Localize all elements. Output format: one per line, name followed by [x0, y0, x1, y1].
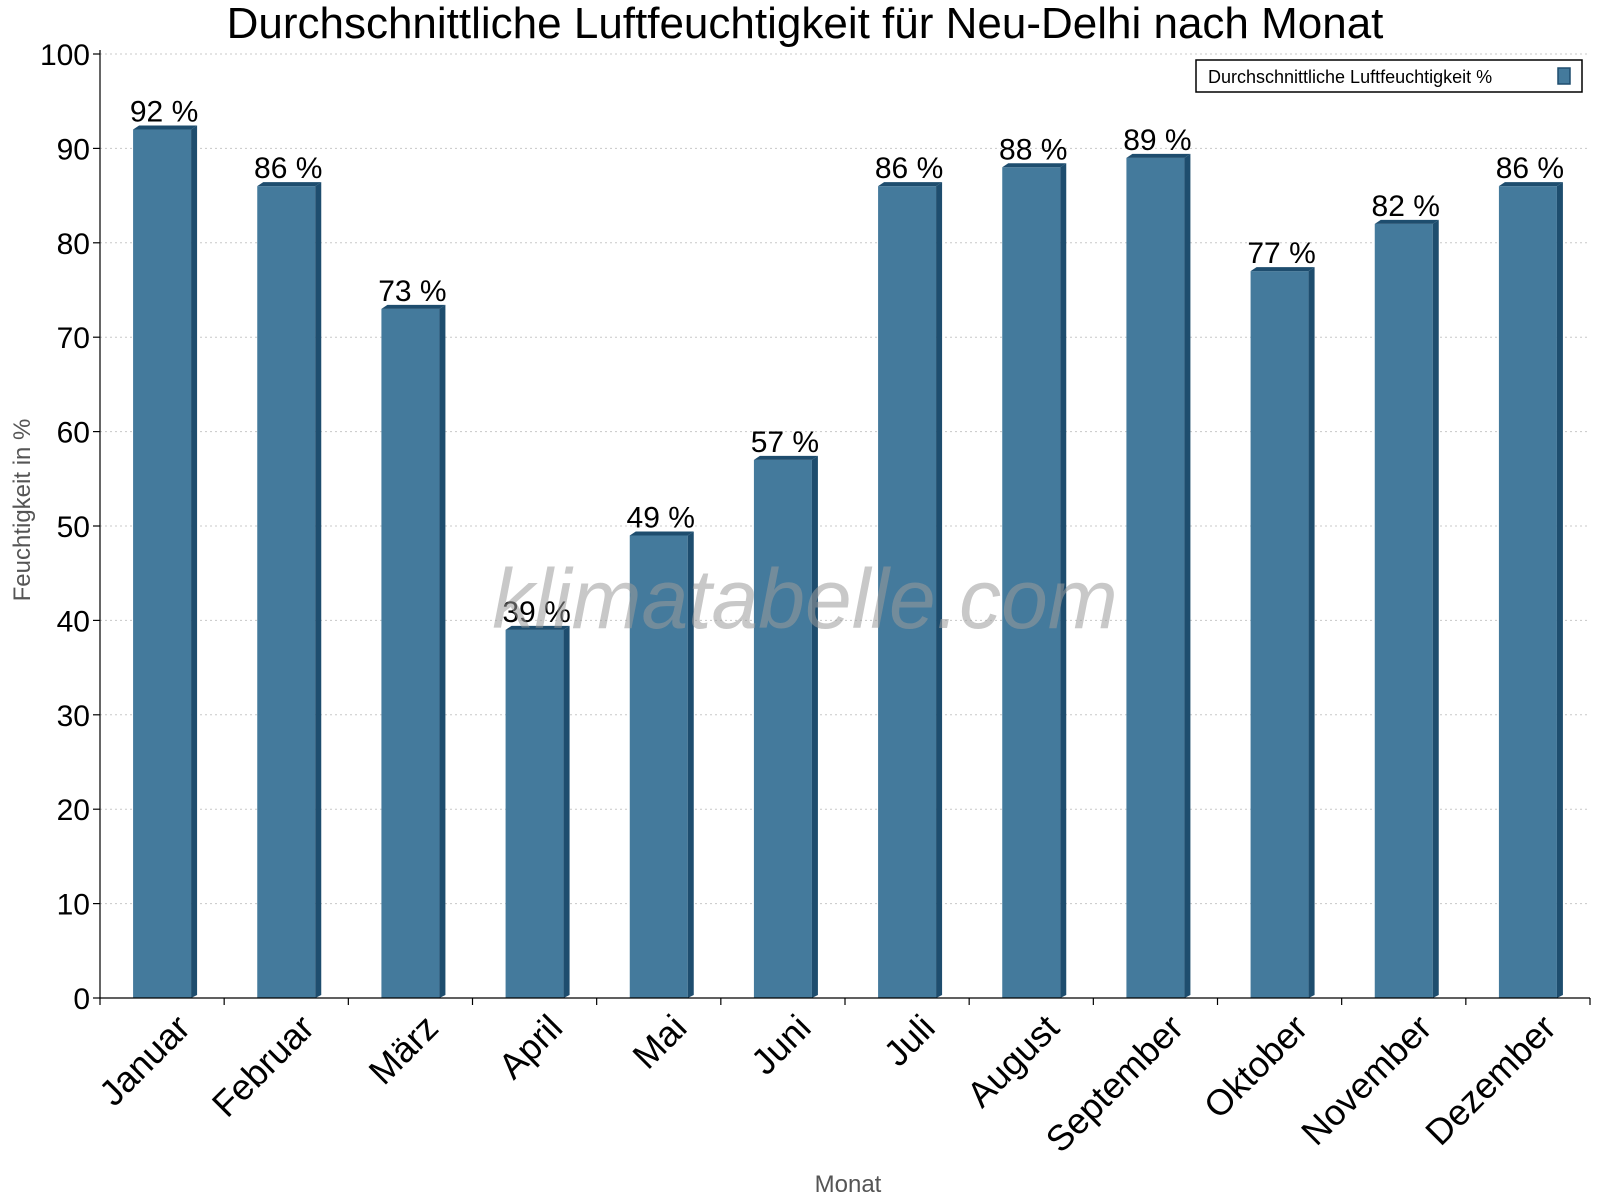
- data-label-märz: 73 %: [378, 275, 446, 308]
- bar-side: [1432, 219, 1439, 999]
- y-tick-label: 70: [57, 322, 90, 355]
- y-tick-label: 40: [57, 605, 90, 638]
- bar-face: [753, 459, 812, 998]
- y-tick-label: 20: [57, 794, 90, 827]
- legend-label: Durchschnittliche Luftfeuchtigkeit %: [1208, 67, 1492, 87]
- bar-januar: [133, 125, 198, 998]
- bar-side: [315, 182, 322, 998]
- bar-side: [687, 531, 694, 998]
- data-label-juni: 57 %: [751, 426, 819, 459]
- bar-face: [878, 186, 937, 998]
- data-label-november: 82 %: [1372, 190, 1440, 223]
- bar-side: [1556, 182, 1563, 998]
- bar-face: [133, 129, 192, 998]
- bar-dezember: [1498, 182, 1563, 998]
- x-tick-label: Mai: [624, 1007, 694, 1077]
- data-label-juli: 86 %: [875, 152, 943, 185]
- data-labels: 92 % 86 % 73 % 39 % 49 % 57 % 86 % 88 % 89 % 77 %…: [130, 96, 1564, 629]
- data-label-april: 39 %: [502, 596, 570, 629]
- bar-top: [1126, 153, 1191, 158]
- bar-side: [1060, 163, 1067, 998]
- x-tick-label: Oktober: [1196, 1007, 1316, 1127]
- bar-side: [1308, 267, 1315, 998]
- x-tick-label: November: [1293, 1007, 1439, 1153]
- bar-april: [505, 625, 570, 998]
- y-axis-label: Feuchtigkeit in %: [9, 419, 36, 602]
- data-label-februar: 86 %: [254, 152, 322, 185]
- data-label-august: 88 %: [999, 133, 1067, 166]
- bar-side: [811, 455, 818, 998]
- bar-side: [936, 182, 943, 998]
- chart-title: Durchschnittliche Luftfeuchtigkeit für N…: [227, 0, 1384, 48]
- watermark: klimatabelle.com: [492, 552, 1118, 646]
- bar-face: [257, 186, 316, 998]
- bar-face: [1498, 186, 1557, 998]
- data-label-september: 89 %: [1123, 124, 1191, 157]
- bar-oktober: [1250, 267, 1315, 998]
- data-label-januar: 92 %: [130, 96, 198, 129]
- data-label-dezember: 86 %: [1496, 152, 1564, 185]
- bar-side: [191, 125, 198, 998]
- bar-top: [878, 182, 943, 187]
- bar-face: [1374, 223, 1433, 999]
- y-tick-label: 80: [57, 228, 90, 261]
- x-axis-ticks: Januar Februar März April Mai Juni Juli AugustS…: [91, 998, 1591, 1160]
- bar-top: [753, 455, 818, 460]
- y-tick-label: 0: [73, 983, 90, 1016]
- y-tick-label: 60: [57, 417, 90, 450]
- bar-top: [1002, 163, 1067, 168]
- bar-juni: [753, 455, 818, 998]
- x-tick-label: März: [361, 1007, 447, 1093]
- y-tick-label: 100: [40, 39, 90, 72]
- legend-box: [1195, 59, 1583, 93]
- bar-november: [1374, 219, 1439, 999]
- data-label-mai: 49 %: [627, 501, 695, 534]
- bar-september: [1126, 153, 1191, 999]
- bar-top: [505, 625, 570, 630]
- data-label-oktober: 77 %: [1247, 237, 1315, 270]
- y-tick-label: 30: [57, 700, 90, 733]
- bar-side: [563, 625, 570, 998]
- bar-face: [1126, 157, 1185, 999]
- bar-top: [257, 182, 322, 187]
- x-tick-label: Januar: [91, 1007, 198, 1114]
- bar-top: [629, 531, 694, 536]
- bar-juli: [878, 182, 943, 998]
- y-axis-ticks: 0 10 20 30 40 50 60 70 80 90 100: [40, 39, 100, 1016]
- x-tick-label: Dezember: [1417, 1007, 1563, 1153]
- x-tick-label: Februar: [204, 1007, 322, 1125]
- x-tick-label: Juli: [876, 1007, 943, 1074]
- bar-top: [133, 125, 198, 130]
- bar-side: [439, 304, 446, 998]
- bar-august: [1002, 163, 1067, 998]
- bar-top: [1374, 219, 1439, 224]
- bar-top: [1498, 182, 1563, 187]
- axes: [99, 50, 1590, 999]
- bar-side: [1184, 153, 1191, 999]
- y-tick-label: 90: [57, 133, 90, 166]
- bar-top: [381, 304, 446, 309]
- bar-mai: [629, 531, 694, 998]
- grid-lines: [100, 53, 1590, 905]
- x-tick-label: April: [490, 1007, 570, 1087]
- bar-face: [1250, 271, 1309, 998]
- y-tick-label: 50: [57, 511, 90, 544]
- bar-face: [505, 629, 564, 998]
- legend-swatch: [1557, 67, 1571, 85]
- bar-februar: [257, 182, 322, 998]
- bars: [133, 125, 1563, 999]
- bar-face: [1002, 167, 1061, 998]
- bar-face: [629, 535, 688, 998]
- x-tick-label: Juni: [743, 1007, 819, 1083]
- bar-top: [1250, 267, 1315, 272]
- y-tick-label: 10: [57, 889, 90, 922]
- bar-märz: [381, 304, 446, 998]
- bar-face: [381, 308, 440, 998]
- x-tick-label: August: [959, 1007, 1067, 1115]
- x-axis-label: Monat: [815, 1171, 882, 1198]
- legend: Durchschnittliche Luftfeuchtigkeit %: [1195, 59, 1583, 93]
